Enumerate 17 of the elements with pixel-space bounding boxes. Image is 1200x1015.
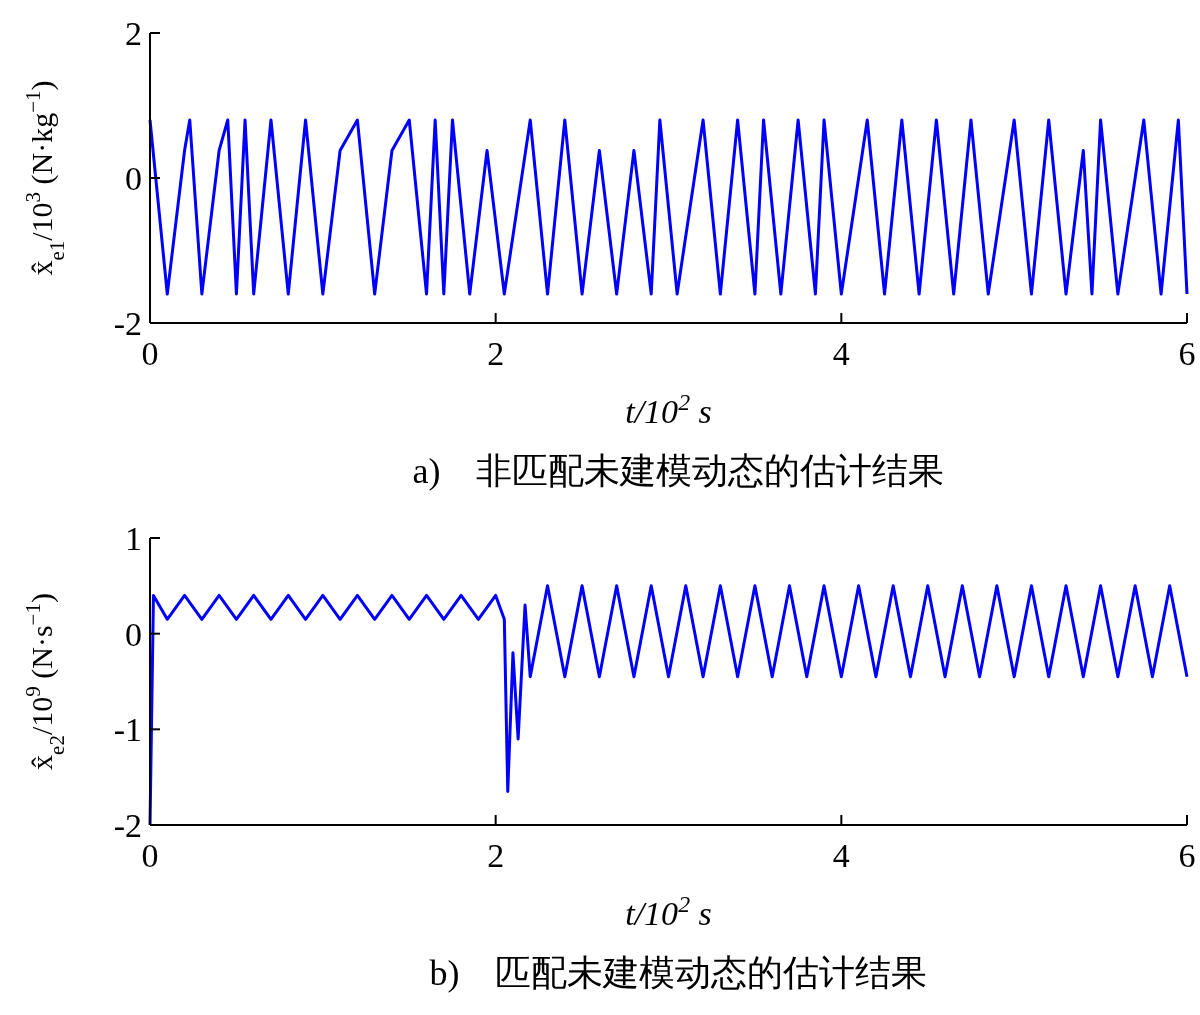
- y-tick-label: 1: [125, 520, 142, 557]
- y-tick-label: -2: [113, 807, 142, 844]
- x-tick-label: 6: [1178, 335, 1196, 372]
- y-tick-label: -2: [113, 305, 142, 342]
- text: a) 非匹配未建模动态的估计结果: [412, 451, 945, 491]
- y-tick-label: 0: [125, 615, 142, 653]
- text: b) 匹配未建模动态的估计结果: [429, 953, 928, 993]
- x-axis-title: t/10$^{2}$ s: [625, 891, 712, 932]
- x-tick-label: 2: [487, 837, 505, 874]
- x-tick-label: 6: [1178, 837, 1196, 874]
- y-tick-label: 0: [125, 160, 142, 197]
- x-tick-label: 2: [487, 335, 505, 372]
- x-tick-label: 4: [832, 837, 850, 874]
- x-axis-title: t/10$^{2}$ s: [625, 389, 712, 430]
- y-tick-label: -1: [113, 711, 142, 749]
- y-tick-label: 2: [125, 15, 142, 52]
- x-tick-label: 4: [832, 335, 850, 372]
